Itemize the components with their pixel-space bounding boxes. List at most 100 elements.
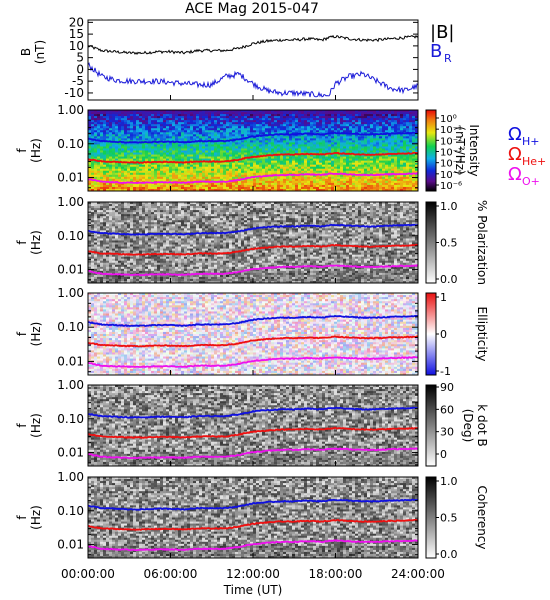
ytick-label: 15 xyxy=(69,27,84,41)
panel-coherency: 1.00 0.10 0.01 f (Hz) 1.0 0.5 0.0 Coherency xyxy=(15,470,489,561)
panel-frame xyxy=(87,19,419,101)
ylabel-unit: (Hz) xyxy=(29,322,43,347)
series-line-b-total xyxy=(87,34,419,56)
xtick-label: 24:00:00 xyxy=(391,567,445,581)
ytick-label: 0 xyxy=(76,62,84,76)
panel-kdotb: 1.00 0.10 0.01 f (Hz) 90 60 30 0 k dot B(Deg) xyxy=(15,378,489,467)
spectrogram-cells xyxy=(88,110,419,192)
ytick-label: 20 xyxy=(69,15,84,29)
xtick-label: 00:00:00 xyxy=(61,567,115,581)
ylabel: f xyxy=(15,423,29,428)
colorbar xyxy=(425,384,437,467)
colorbar xyxy=(425,476,437,559)
gyro-line-h-plus xyxy=(87,314,419,328)
gyro-line-h-plus xyxy=(87,406,418,419)
gyro-line-o-plus xyxy=(88,264,419,277)
colorbar-tick-label: 0.0 xyxy=(440,273,458,286)
colorbar-label: Coherency xyxy=(475,485,489,549)
colorbar-tick-label: 10⁻³ xyxy=(440,148,462,159)
xtick-label: 12:00:00 xyxy=(226,567,280,581)
ytick-label: 0.01 xyxy=(57,354,84,368)
ylabel-unit: (Hz) xyxy=(29,230,43,255)
gyro-line-he-plus xyxy=(87,518,419,531)
ytick-label: 0.01 xyxy=(57,263,84,277)
ytick-label: -5 xyxy=(72,74,84,88)
gyro-line-o-plus xyxy=(87,356,419,369)
colorbar-label: Intensity xyxy=(467,124,481,176)
ylabel-unit: (Hz) xyxy=(29,413,43,438)
legend-omega-he-plus: Ω xyxy=(508,144,522,165)
colorbar xyxy=(425,201,437,284)
spectrogram-cells xyxy=(88,293,419,376)
xaxis-label: Time (UT) xyxy=(223,583,283,597)
ytick-label: 0.10 xyxy=(57,320,84,334)
panel-ellipticity: 1.00 0.10 0.01 f (Hz) 1 0 -1 Ellipticity xyxy=(15,286,489,378)
legend-omega-he-plus-subscript: He+ xyxy=(522,155,546,168)
ytick-label: 1.00 xyxy=(57,103,84,117)
ytick-label: 0.01 xyxy=(57,538,84,552)
ytick-label: 0.10 xyxy=(57,412,84,426)
legend-b-r: B xyxy=(430,41,442,62)
colorbar-tick-label: 0.0 xyxy=(440,548,458,561)
colorbar-tick-label: 0 xyxy=(440,448,447,461)
ytick-label: 1.00 xyxy=(57,470,84,484)
gyro-line-he-plus xyxy=(87,243,419,256)
spectrogram-cells xyxy=(88,385,419,467)
gyro-line-h-plus xyxy=(87,498,419,511)
colorbar-tick-label: 90 xyxy=(440,381,454,394)
colorbar-tick-label: -1 xyxy=(440,365,451,378)
colorbar-tick-label: 1.0 xyxy=(440,475,458,488)
panel-polarization: 1.00 0.10 0.01 f (Hz) 1.0 0.5 0.0 % Polarization xyxy=(15,195,489,286)
legend-b-total: |B| xyxy=(430,22,454,43)
gyro-line-o-plus xyxy=(88,539,419,552)
colorbar-tick-label: 60 xyxy=(440,403,454,416)
colorbar-tick-label: 30 xyxy=(440,426,454,439)
ytick-label: 0.10 xyxy=(57,504,84,518)
gyro-line-h-plus xyxy=(87,131,419,144)
xtick-label: 18:00:00 xyxy=(309,567,363,581)
ytick-label: 1.00 xyxy=(57,378,84,392)
legend-omega-o-plus: Ω xyxy=(508,164,522,185)
ytick-label: 0.10 xyxy=(57,229,84,243)
ylabel: f xyxy=(15,240,29,245)
colorbar-tick-label: 10⁻² xyxy=(440,136,462,147)
colorbar-tick-label: 0.5 xyxy=(440,512,458,525)
spectrogram-cells xyxy=(88,202,419,284)
ytick-label: 0.01 xyxy=(57,446,84,460)
ylabel: f xyxy=(15,331,29,336)
ytick-label: 1.00 xyxy=(57,286,84,300)
ylabel: f xyxy=(15,515,29,520)
colorbar-unit: (nT²/Hz) xyxy=(453,126,467,174)
gyro-line-he-plus xyxy=(87,335,419,348)
ytick-label: -10 xyxy=(64,86,84,100)
colorbar-label: Ellipticity xyxy=(475,307,489,362)
colorbar-tick-label: 10⁻⁶ xyxy=(440,181,462,192)
xtick-label: 06:00:00 xyxy=(144,567,198,581)
ytick-label: 0.01 xyxy=(57,171,84,185)
colorbar-tick-label: 0 xyxy=(440,328,447,341)
figure-title: ACE Mag 2015-047 xyxy=(185,1,319,17)
ytick-label: 10 xyxy=(69,39,84,53)
colorbar-label: k dot B xyxy=(475,404,489,446)
colorbar-tick-label: 10⁻⁴ xyxy=(440,159,462,170)
colorbar xyxy=(425,109,437,192)
legend-omega-h-plus-subscript: H+ xyxy=(522,135,540,148)
gyro-line-he-plus xyxy=(87,426,419,439)
colorbar-tick-label: 10⁰ xyxy=(440,114,457,125)
ytick-label: 1.00 xyxy=(57,195,84,209)
legend-omega-h-plus: Ω xyxy=(508,124,522,145)
colorbar-tick-label: 1.0 xyxy=(440,200,458,213)
legend-b-r-subscript: R xyxy=(444,52,452,65)
panel-intensity: 1.00 0.10 0.01 f (Hz) 10⁰10⁻¹10⁻²10⁻³10⁻⁴10⁻⁵… xyxy=(15,103,546,192)
legend-omega-o-plus-subscript: O+ xyxy=(522,175,540,188)
colorbar-unit: (Deg) xyxy=(461,409,475,443)
colorbar-label: % Polarization xyxy=(475,200,489,285)
gyro-line-h-plus xyxy=(87,223,419,236)
colorbar-tick-label: 0.5 xyxy=(440,237,458,250)
ylabel: f xyxy=(15,148,29,153)
ytick-label: 5 xyxy=(76,51,84,65)
colorbar-tick-label: 1 xyxy=(440,291,447,304)
colorbar-tick-label: 10⁻⁵ xyxy=(440,170,462,181)
